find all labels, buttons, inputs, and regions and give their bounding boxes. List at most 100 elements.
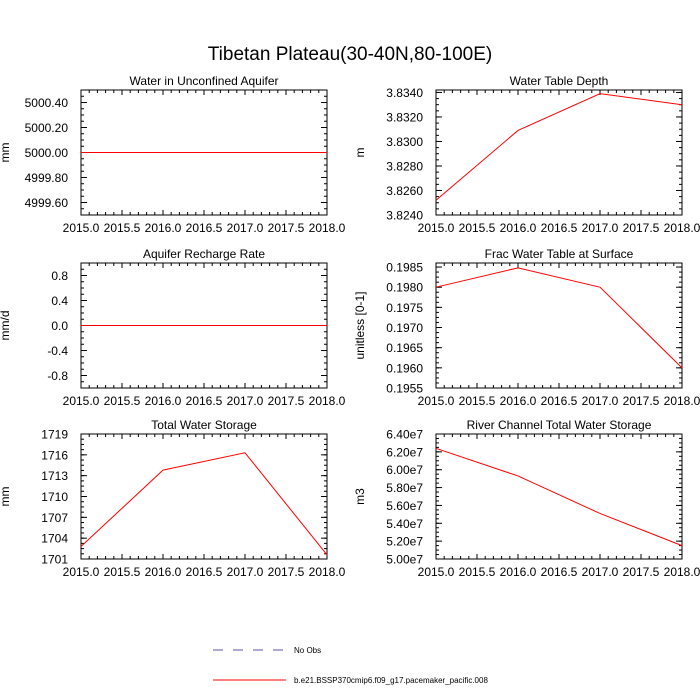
y-tick-label: 0.1960 bbox=[386, 361, 423, 375]
x-tick-label: 2017.0 bbox=[227, 565, 264, 579]
y-axis-label: mm/d bbox=[0, 311, 12, 341]
x-tick-label: 2016.0 bbox=[145, 565, 182, 579]
y-axis-label: m bbox=[353, 148, 367, 158]
y-tick-label: 1701 bbox=[41, 553, 68, 567]
y-axis-label: mm bbox=[0, 143, 12, 163]
y-tick-label: 0.1965 bbox=[386, 341, 423, 355]
x-tick-label: 2017.0 bbox=[582, 394, 619, 408]
x-tick-label: 2015.5 bbox=[459, 221, 496, 235]
x-tick-label: 2018.0 bbox=[664, 221, 700, 235]
y-tick-label: 6.40e7 bbox=[386, 428, 423, 442]
x-tick-label: 2016.5 bbox=[541, 394, 578, 408]
y-tick-label: 0.1980 bbox=[386, 281, 423, 295]
x-tick-label: 2016.0 bbox=[500, 394, 537, 408]
y-axis-label: mm bbox=[0, 487, 12, 507]
y-tick-label: 3.8280 bbox=[386, 159, 423, 173]
y-tick-label: 5.00e7 bbox=[386, 553, 423, 567]
x-tick-label: 2015.5 bbox=[459, 565, 496, 579]
x-tick-label: 2015.0 bbox=[63, 565, 100, 579]
y-tick-label: 3.8300 bbox=[386, 135, 423, 149]
y-tick-label: 0.1975 bbox=[386, 301, 423, 315]
legend-item: No Obs bbox=[213, 646, 321, 655]
y-tick-label: -0.8 bbox=[47, 369, 68, 383]
x-tick-label: 2017.0 bbox=[582, 221, 619, 235]
y-tick-label: 5.80e7 bbox=[386, 481, 423, 495]
chart-title: Water Table Depth bbox=[510, 74, 609, 88]
y-tick-label: 1713 bbox=[41, 469, 68, 483]
x-tick-label: 2015.5 bbox=[104, 565, 141, 579]
x-tick-label: 2015.0 bbox=[418, 394, 455, 408]
y-tick-label: 6.20e7 bbox=[386, 445, 423, 459]
y-tick-label: 0.1955 bbox=[386, 382, 423, 396]
y-tick-label: 5000.00 bbox=[25, 146, 69, 160]
x-tick-label: 2018.0 bbox=[664, 565, 700, 579]
x-tick-label: 2015.0 bbox=[63, 221, 100, 235]
x-tick-label: 2015.0 bbox=[418, 565, 455, 579]
x-tick-label: 2018.0 bbox=[309, 394, 346, 408]
x-tick-label: 2018.0 bbox=[664, 394, 700, 408]
x-tick-label: 2017.0 bbox=[227, 221, 264, 235]
legend: No Obs b.e21.BSSP370cmip6.f09_g17.pacemak… bbox=[213, 646, 488, 685]
series-line bbox=[435, 267, 683, 369]
y-tick-label: 1710 bbox=[41, 490, 68, 504]
y-tick-label: 5.20e7 bbox=[386, 535, 423, 549]
y-tick-label: 6.00e7 bbox=[386, 463, 423, 477]
y-tick-label: 0.1985 bbox=[386, 261, 423, 275]
y-tick-label: 0.0 bbox=[51, 319, 68, 333]
x-tick-label: 2016.0 bbox=[500, 565, 537, 579]
x-tick-label: 2016.5 bbox=[541, 221, 578, 235]
y-tick-label: 5000.40 bbox=[25, 96, 69, 110]
x-tick-label: 2015.5 bbox=[104, 394, 141, 408]
y-tick-label: 1704 bbox=[41, 532, 68, 546]
x-tick-label: 2015.5 bbox=[104, 221, 141, 235]
chart-title: Total Water Storage bbox=[151, 418, 257, 432]
y-tick-label: 3.8340 bbox=[386, 86, 423, 100]
chart-panel: Frac Water Table at Surface unitless [0-1… bbox=[353, 247, 700, 408]
x-tick-label: 2016.5 bbox=[186, 394, 223, 408]
chart-panel: Water Table Depth m 2015.0 2015.5 2016.0 2016… bbox=[353, 74, 700, 235]
y-tick-label: 1716 bbox=[41, 448, 68, 462]
chart-panel: Water in Unconfined Aquifer mm 2015.0 2015.… bbox=[0, 74, 346, 235]
y-tick-label: 4999.80 bbox=[25, 171, 69, 185]
figure-title: Tibetan Plateau(30-40N,80-100E) bbox=[208, 44, 492, 65]
x-tick-label: 2017.5 bbox=[623, 394, 660, 408]
y-axis-label: m3 bbox=[353, 488, 367, 505]
x-tick-label: 2016.5 bbox=[541, 565, 578, 579]
panels: Water in Unconfined Aquifer mm 2015.0 2015.… bbox=[0, 74, 700, 579]
chart-title: Aquifer Recharge Rate bbox=[143, 247, 265, 261]
x-tick-label: 2017.5 bbox=[268, 565, 305, 579]
series-line bbox=[435, 93, 683, 201]
x-tick-label: 2015.0 bbox=[418, 221, 455, 235]
chart-title: Frac Water Table at Surface bbox=[485, 247, 634, 261]
y-tick-label: 1707 bbox=[41, 511, 68, 525]
x-tick-label: 2016.5 bbox=[186, 565, 223, 579]
y-tick-label: 3.8240 bbox=[386, 209, 423, 223]
x-tick-label: 2016.5 bbox=[186, 221, 223, 235]
series-line bbox=[80, 452, 328, 556]
y-tick-label: 3.8320 bbox=[386, 110, 423, 124]
y-tick-label: -0.4 bbox=[47, 344, 68, 358]
x-tick-label: 2017.5 bbox=[268, 221, 305, 235]
y-tick-label: 5.60e7 bbox=[386, 499, 423, 513]
y-tick-label: 4999.60 bbox=[25, 196, 69, 210]
y-tick-label: 5000.20 bbox=[25, 121, 69, 135]
x-tick-label: 2016.0 bbox=[145, 394, 182, 408]
legend-item: b.e21.BSSP370cmip6.f09_g17.pacemaker_pac… bbox=[213, 676, 488, 685]
y-tick-label: 5.40e7 bbox=[386, 517, 423, 531]
chart-title: Water in Unconfined Aquifer bbox=[130, 74, 279, 88]
x-tick-label: 2017.0 bbox=[227, 394, 264, 408]
x-tick-label: 2015.5 bbox=[459, 394, 496, 408]
x-tick-label: 2017.5 bbox=[623, 221, 660, 235]
y-tick-label: 0.8 bbox=[51, 269, 68, 283]
y-tick-label: 0.4 bbox=[51, 294, 68, 308]
chart-title: River Channel Total Water Storage bbox=[467, 418, 652, 432]
y-tick-label: 3.8260 bbox=[386, 184, 423, 198]
chart-panel: River Channel Total Water Storage m3 2015.… bbox=[353, 418, 700, 579]
x-tick-label: 2017.5 bbox=[623, 565, 660, 579]
x-tick-label: 2016.0 bbox=[500, 221, 537, 235]
legend-label: b.e21.BSSP370cmip6.f09_g17.pacemaker_pac… bbox=[294, 676, 488, 685]
x-tick-label: 2018.0 bbox=[309, 221, 346, 235]
x-tick-label: 2016.0 bbox=[145, 221, 182, 235]
